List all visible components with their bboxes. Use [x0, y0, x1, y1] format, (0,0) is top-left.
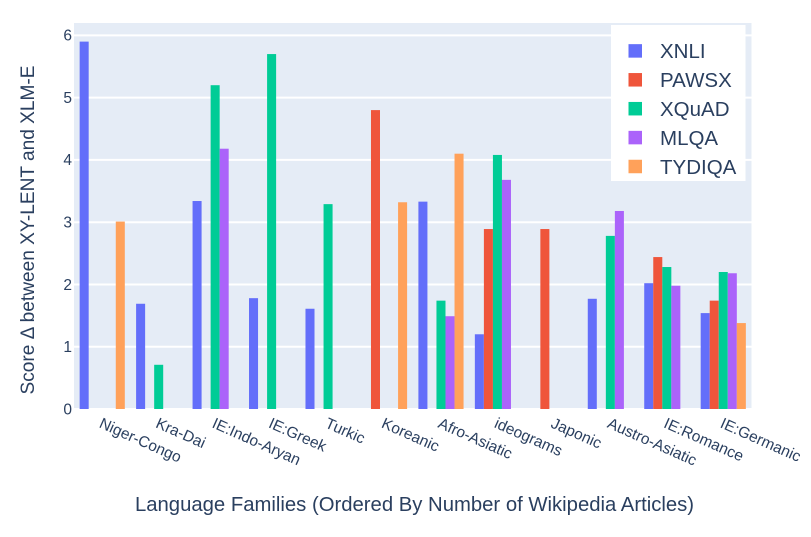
svg-text:5: 5 — [63, 90, 72, 107]
svg-text:MLQA: MLQA — [660, 127, 718, 150]
svg-text:Language Families (Ordered By: Language Families (Ordered By Number of … — [135, 494, 694, 516]
svg-text:XQuAD: XQuAD — [660, 98, 730, 121]
svg-text:PAWSX: PAWSX — [660, 69, 732, 92]
svg-text:2: 2 — [63, 277, 72, 294]
svg-text:6: 6 — [63, 28, 72, 45]
svg-text:0: 0 — [63, 401, 72, 418]
svg-text:4: 4 — [63, 152, 72, 169]
svg-text:1: 1 — [63, 339, 72, 356]
svg-text:Score Δ between XY-LENT and XL: Score Δ between XY-LENT and XLM-E — [18, 65, 39, 394]
svg-text:3: 3 — [63, 215, 72, 232]
svg-text:XNLI: XNLI — [660, 40, 706, 63]
svg-text:TYDIQA: TYDIQA — [660, 156, 737, 179]
